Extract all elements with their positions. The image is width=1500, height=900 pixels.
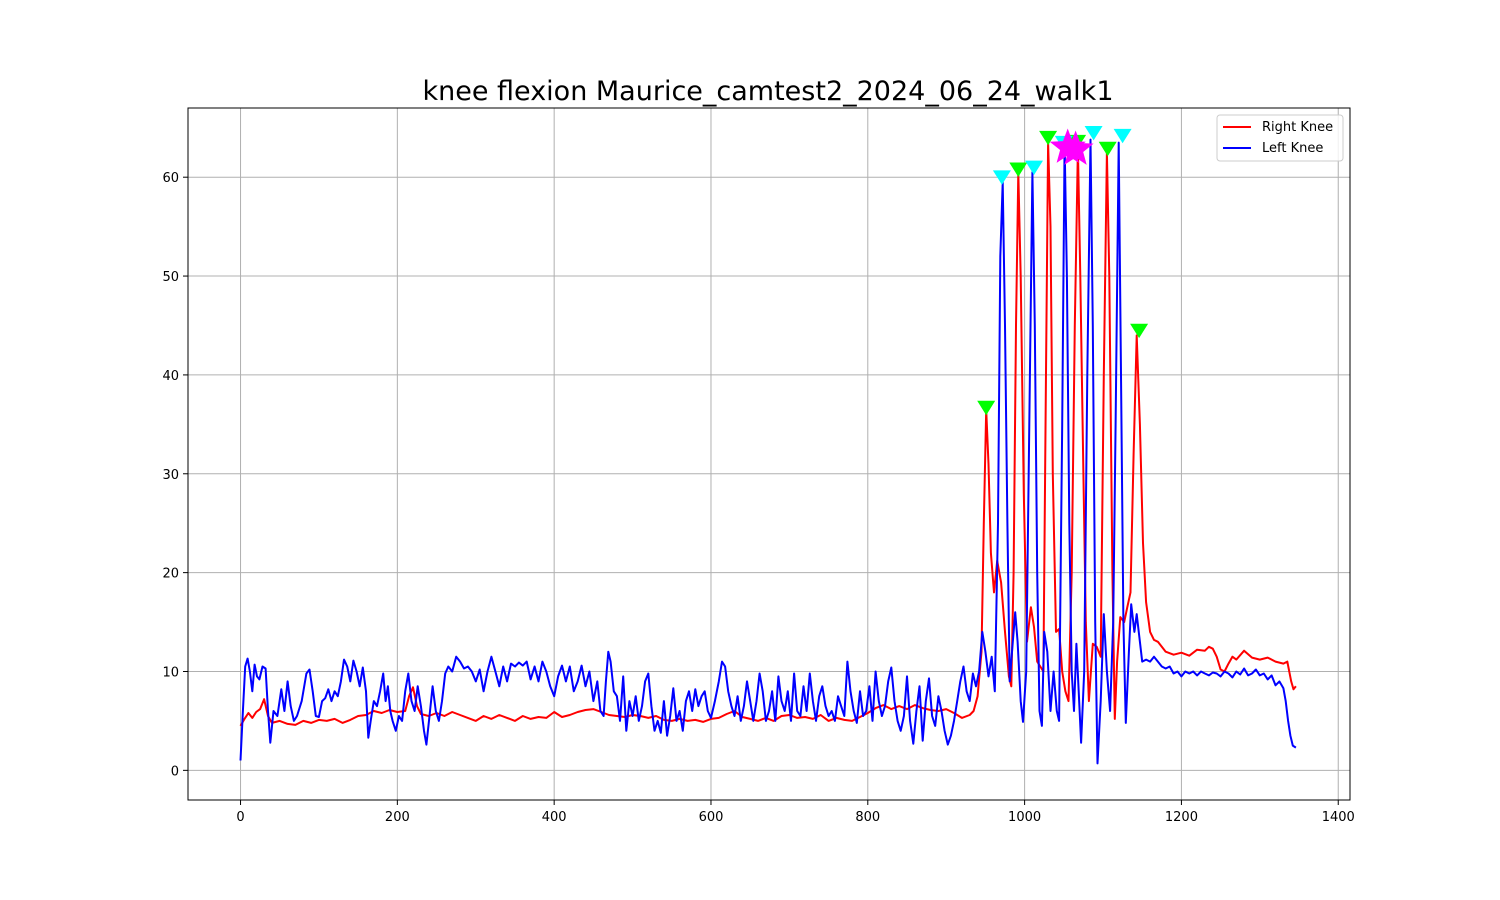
right-knee-peak-marker	[1130, 323, 1149, 339]
x-tick-label: 400	[542, 810, 567, 825]
y-tick-label: 30	[162, 468, 179, 483]
legend-label-left-knee: Left Knee	[1262, 141, 1323, 156]
y-tick-label: 0	[171, 764, 179, 779]
peak-markers	[977, 126, 1149, 416]
axes-frame	[187, 107, 1351, 801]
x-tick-label: 800	[855, 810, 880, 825]
x-tick-label: 1200	[1165, 810, 1198, 825]
x-tick-label: 1000	[1008, 810, 1041, 825]
chart-title: knee flexion Maurice_camtest2_2024_06_24…	[423, 76, 1114, 107]
right-knee-peak-marker	[1039, 130, 1058, 146]
x-tick-label: 1400	[1322, 810, 1355, 825]
right-knee-peak-marker	[977, 400, 996, 416]
right-knee-peak-marker	[1009, 162, 1028, 177]
left-knee-peak-marker	[1113, 128, 1132, 144]
y-tick-label: 20	[162, 567, 179, 582]
plot-area	[239, 138, 1297, 765]
left-knee-peak-marker	[992, 170, 1011, 185]
axis-ticks: 0 200 400 600 800 1000 1200 1400 0 10 20 30 40 50 60	[162, 171, 1354, 825]
legend: Right Knee Left Knee	[1216, 114, 1344, 162]
star-marker	[1057, 130, 1094, 165]
right-knee-peak-marker	[1098, 141, 1117, 157]
right-knee-line	[239, 141, 1297, 727]
y-tick-label: 60	[162, 171, 179, 186]
y-tick-label: 40	[162, 369, 179, 384]
y-tick-label: 50	[162, 270, 179, 285]
left-knee-peak-marker	[1084, 126, 1103, 141]
x-tick-label: 600	[699, 810, 724, 825]
y-tick-label: 10	[162, 665, 179, 680]
grid	[188, 108, 1350, 800]
x-tick-label: 0	[236, 810, 244, 825]
left-knee-line	[239, 138, 1297, 765]
left-knee-peak-marker	[1025, 160, 1043, 175]
x-tick-label: 200	[385, 810, 410, 825]
legend-label-right-knee: Right Knee	[1262, 120, 1333, 135]
